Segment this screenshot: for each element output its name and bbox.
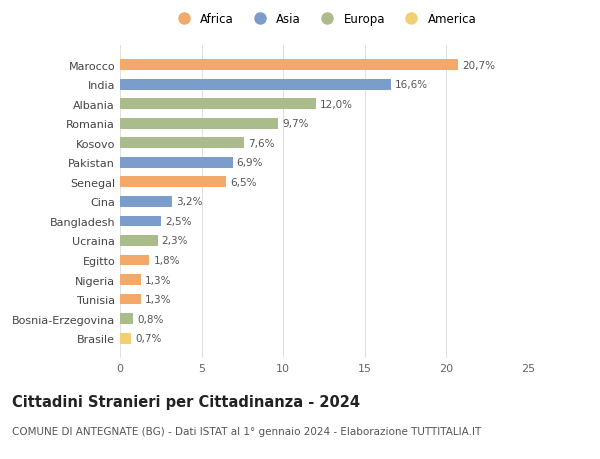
Bar — [120, 60, 458, 71]
Text: 1,3%: 1,3% — [145, 275, 172, 285]
Text: 1,8%: 1,8% — [154, 256, 180, 265]
Bar — [120, 177, 226, 188]
Text: 6,5%: 6,5% — [230, 178, 257, 187]
Text: 6,9%: 6,9% — [236, 158, 263, 168]
Text: 2,5%: 2,5% — [165, 217, 191, 226]
Bar — [120, 294, 141, 305]
Text: 20,7%: 20,7% — [462, 61, 495, 70]
Text: 12,0%: 12,0% — [320, 100, 353, 109]
Bar — [120, 235, 158, 246]
Bar — [120, 255, 149, 266]
Text: 1,3%: 1,3% — [145, 295, 172, 304]
Bar — [120, 79, 391, 90]
Text: 7,6%: 7,6% — [248, 139, 275, 148]
Legend: Africa, Asia, Europa, America: Africa, Asia, Europa, America — [167, 8, 481, 30]
Bar — [120, 138, 244, 149]
Bar — [120, 333, 131, 344]
Bar — [120, 274, 141, 285]
Text: 3,2%: 3,2% — [176, 197, 203, 207]
Bar — [120, 157, 233, 168]
Bar — [120, 196, 172, 207]
Bar — [120, 118, 278, 129]
Text: 2,3%: 2,3% — [161, 236, 188, 246]
Text: 16,6%: 16,6% — [395, 80, 428, 90]
Text: 9,7%: 9,7% — [283, 119, 309, 129]
Bar — [120, 216, 161, 227]
Text: Cittadini Stranieri per Cittadinanza - 2024: Cittadini Stranieri per Cittadinanza - 2… — [12, 394, 360, 409]
Text: 0,7%: 0,7% — [136, 334, 162, 343]
Text: COMUNE DI ANTEGNATE (BG) - Dati ISTAT al 1° gennaio 2024 - Elaborazione TUTTITAL: COMUNE DI ANTEGNATE (BG) - Dati ISTAT al… — [12, 426, 481, 436]
Bar — [120, 313, 133, 325]
Text: 0,8%: 0,8% — [137, 314, 164, 324]
Bar — [120, 99, 316, 110]
